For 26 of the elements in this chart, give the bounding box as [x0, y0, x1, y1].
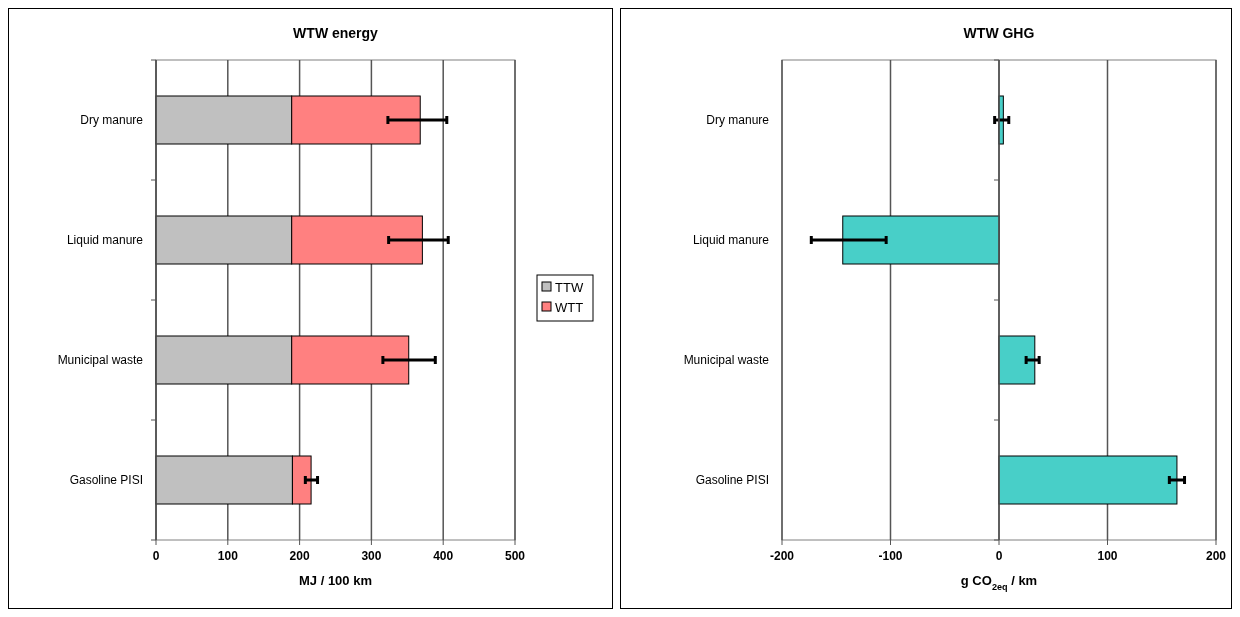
y-tick-label: Municipal waste	[57, 353, 144, 368]
x-axis-title: MJ / 100 km	[299, 573, 372, 588]
legend-label: TTW	[555, 279, 584, 295]
x-tick-label: 400	[433, 549, 454, 563]
y-tick-label: Gasoline PISI	[695, 473, 769, 488]
chart-title: WTW energy	[293, 25, 379, 41]
y-tick-label: Municipal waste	[683, 353, 770, 368]
x-tick-label: 0	[995, 549, 1003, 563]
x-tick-label: 500	[504, 549, 526, 563]
x-tick-label: 300	[361, 549, 382, 563]
x-axis-title: g CO$_{2eq}$ / km	[960, 573, 1038, 592]
x-tick-label: -200	[769, 549, 795, 563]
y-tick-label: Liquid manure	[692, 233, 770, 248]
y-tick-label: Dry manure	[80, 113, 144, 128]
y-tick-label: Liquid manure	[66, 233, 144, 248]
x-tick-label: 100	[217, 549, 239, 563]
x-tick-label: 0	[152, 549, 160, 563]
y-tick-label: Gasoline PISI	[69, 473, 143, 488]
y-tick-label: Dry manure	[706, 113, 770, 128]
x-tick-label: -100	[878, 549, 903, 563]
x-tick-label: 100	[1097, 549, 1118, 563]
legend-label: WTT	[555, 299, 584, 315]
chart-title: WTW GHG	[963, 25, 1035, 41]
x-tick-label: 200	[1205, 549, 1227, 563]
x-tick-label: 200	[289, 549, 310, 563]
bar	[998, 335, 1036, 385]
